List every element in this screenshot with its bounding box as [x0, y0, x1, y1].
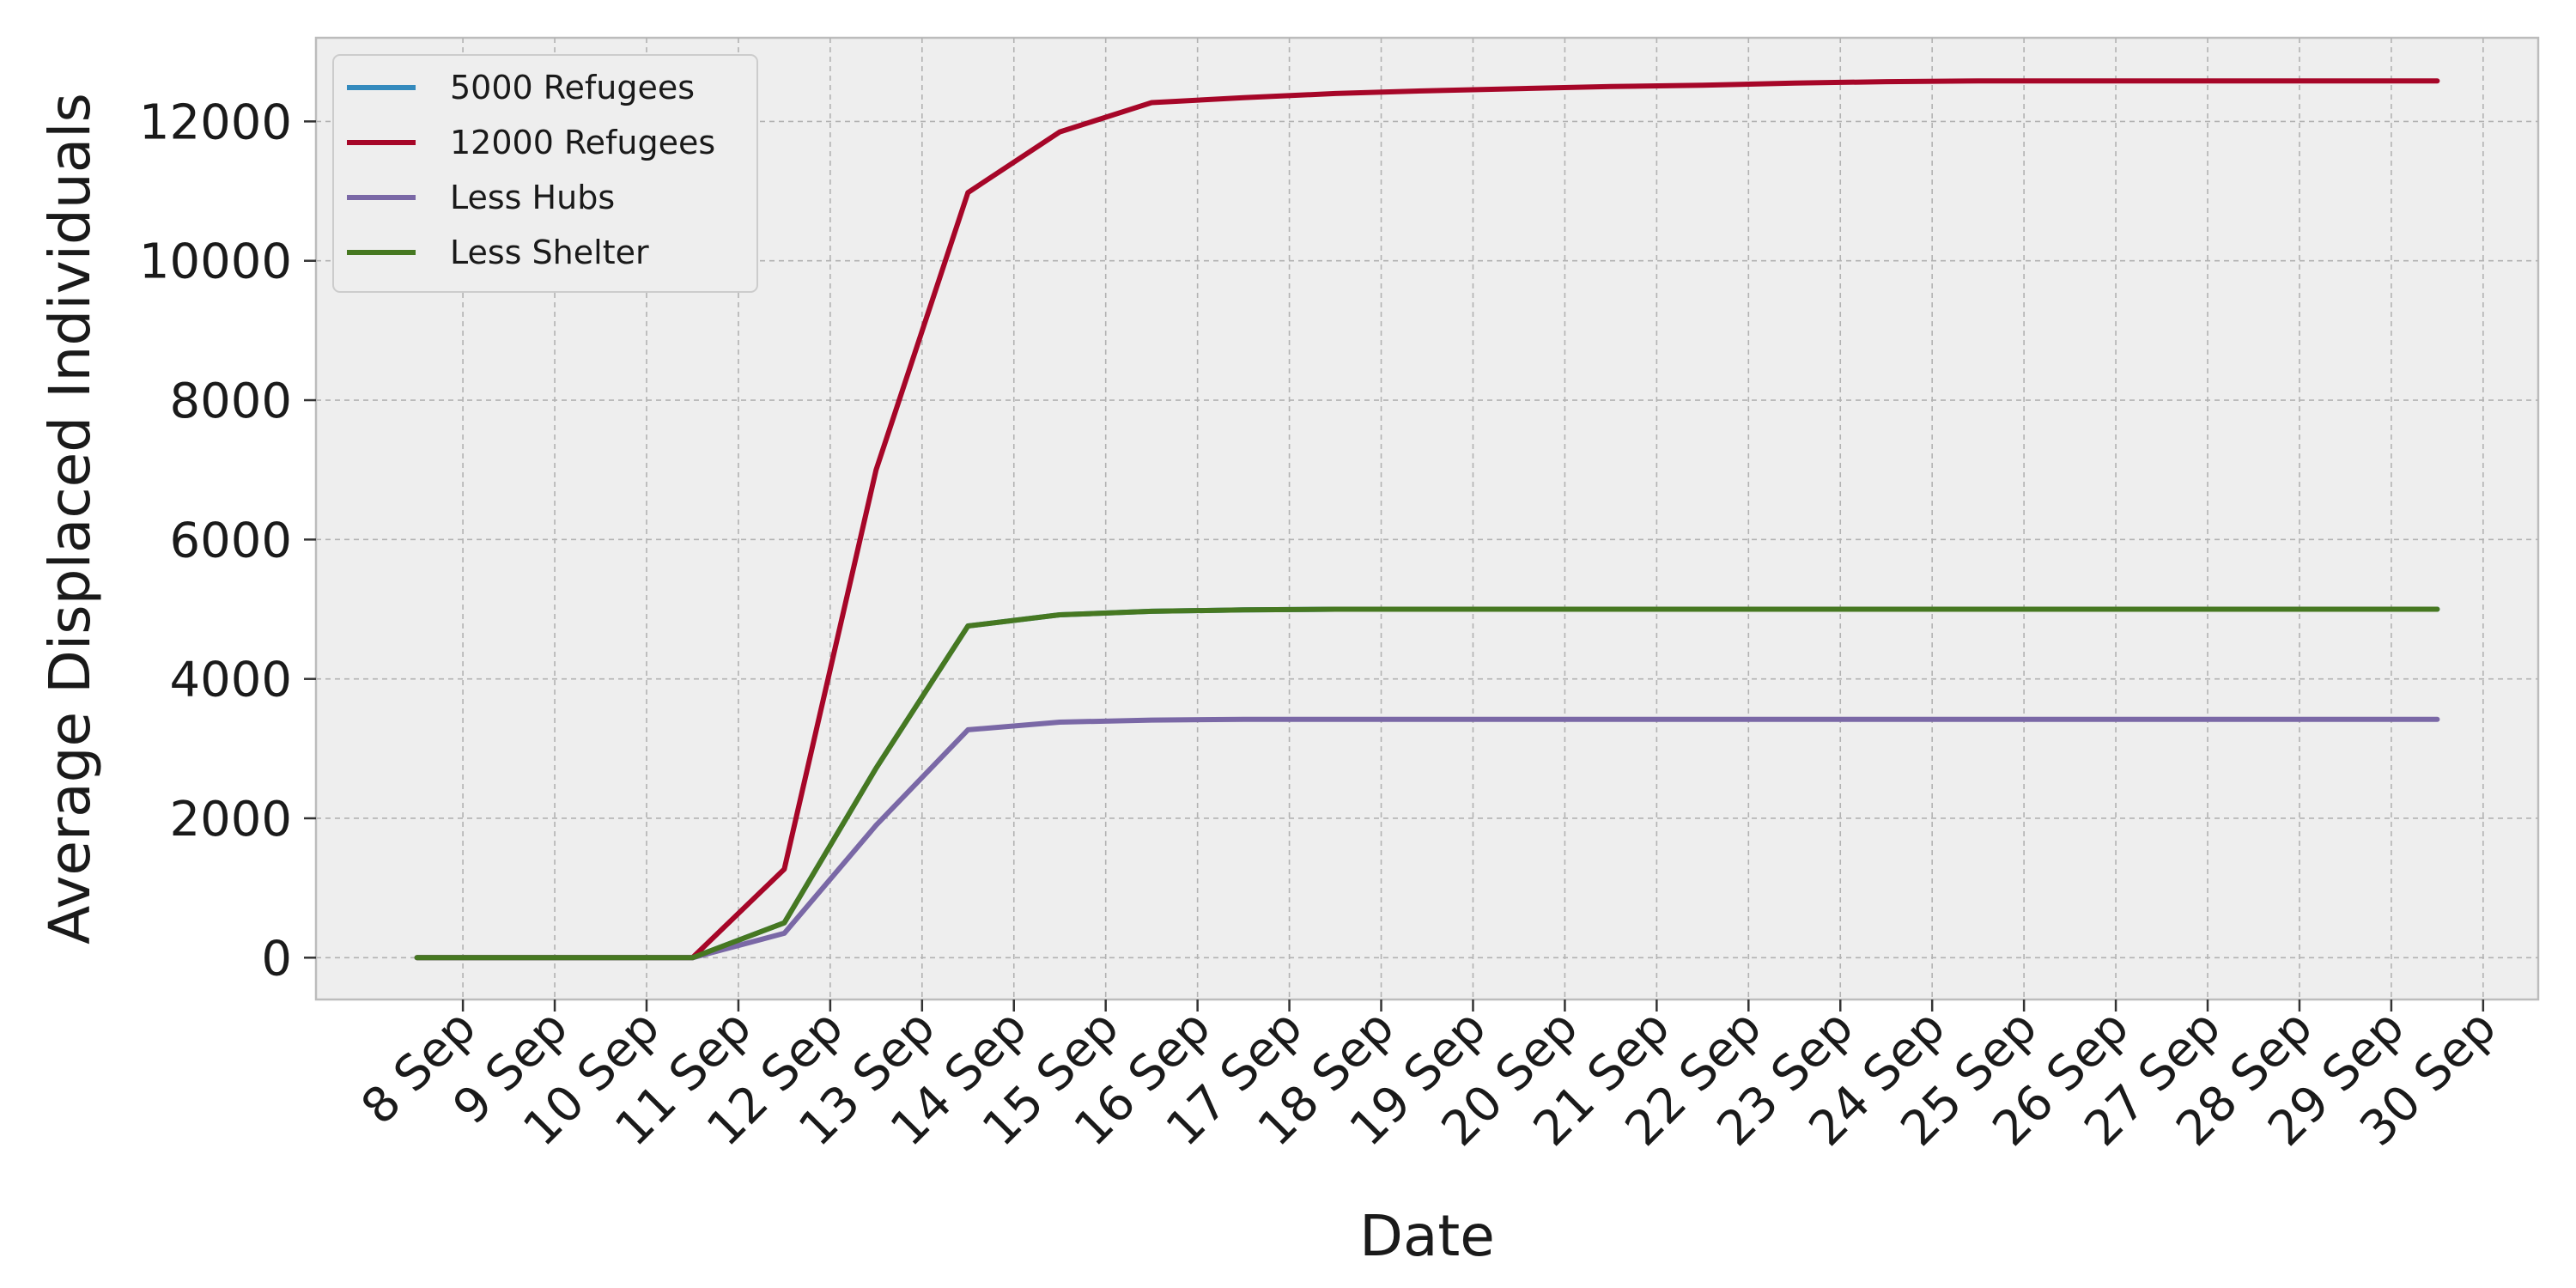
legend-label: 5000 Refugees — [450, 69, 695, 106]
legend-label: Less Hubs — [450, 179, 615, 216]
y-tick-label: 4000 — [169, 653, 292, 708]
y-tick-label: 0 — [261, 931, 292, 987]
y-tick-label: 2000 — [169, 792, 292, 848]
y-tick-label: 12000 — [139, 94, 292, 150]
y-tick-label: 6000 — [169, 513, 292, 568]
series-line-12000-refugees — [414, 78, 2440, 961]
x-axis-title: Date — [1359, 1203, 1495, 1269]
legend-box — [332, 54, 758, 293]
legend: 5000 Refugees 12000 Refugees Less Hubs Less… — [332, 54, 758, 293]
y-tick-label: 10000 — [139, 234, 292, 290]
legend-label: Less Shelter — [450, 234, 649, 271]
y-axis-title: Average Displaced Individuals — [37, 93, 103, 945]
series-line-less-shelter — [414, 606, 2440, 961]
y-tick-label: 8000 — [169, 374, 292, 429]
series-lines — [414, 78, 2440, 961]
legend-label: 12000 Refugees — [450, 124, 715, 161]
series-line-less-hubs — [414, 716, 2440, 961]
